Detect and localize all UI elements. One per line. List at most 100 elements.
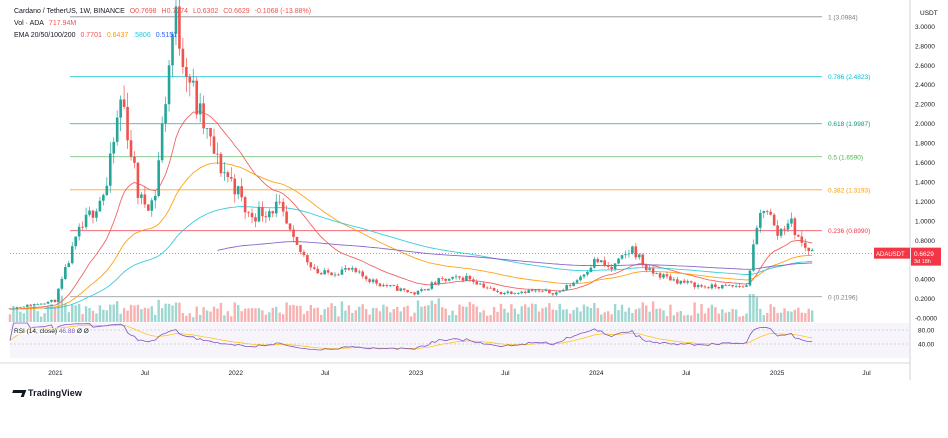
candle-body[interactable]	[613, 263, 617, 270]
candle-body[interactable]	[202, 103, 205, 129]
candle-body[interactable]	[596, 258, 600, 263]
candle-body[interactable]	[375, 279, 378, 284]
candle-body[interactable]	[478, 283, 482, 285]
candle-body[interactable]	[385, 285, 389, 287]
candle-body[interactable]	[323, 270, 326, 275]
candle-body[interactable]	[755, 227, 759, 245]
candle-body[interactable]	[676, 279, 679, 284]
candle-body[interactable]	[60, 278, 64, 289]
candle-body[interactable]	[268, 211, 271, 218]
candle-body[interactable]	[216, 153, 219, 155]
candle-body[interactable]	[129, 140, 133, 157]
candle-body[interactable]	[136, 162, 140, 198]
candle-body[interactable]	[727, 285, 731, 286]
candle-body[interactable]	[212, 136, 216, 154]
candle-body[interactable]	[655, 273, 658, 274]
candle-body[interactable]	[634, 246, 638, 258]
candle-body[interactable]	[250, 213, 254, 218]
candle-body[interactable]	[140, 194, 143, 198]
candle-body[interactable]	[257, 207, 261, 222]
candle-body[interactable]	[22, 306, 26, 308]
candle-body[interactable]	[344, 268, 347, 270]
candle-body[interactable]	[458, 276, 461, 278]
candle-body[interactable]	[98, 200, 102, 212]
candle-body[interactable]	[651, 268, 655, 274]
candle-body[interactable]	[427, 288, 430, 291]
candle-body[interactable]	[717, 287, 721, 289]
candle-body[interactable]	[599, 260, 603, 263]
candle-body[interactable]	[689, 281, 693, 283]
candle-body[interactable]	[638, 254, 641, 258]
candle-body[interactable]	[810, 249, 814, 252]
candle-body[interactable]	[513, 293, 517, 294]
candle-body[interactable]	[209, 128, 212, 137]
candle-body[interactable]	[143, 194, 147, 205]
candle-body[interactable]	[160, 123, 164, 161]
candle-body[interactable]	[783, 228, 786, 230]
candle-body[interactable]	[693, 282, 696, 288]
candle-body[interactable]	[330, 272, 333, 276]
candle-body[interactable]	[565, 285, 568, 290]
candle-body[interactable]	[606, 265, 610, 267]
candle-body[interactable]	[489, 287, 492, 289]
candle-body[interactable]	[440, 278, 444, 279]
candle-body[interactable]	[700, 285, 703, 287]
candle-body[interactable]	[575, 280, 579, 283]
candle-body[interactable]	[589, 267, 593, 272]
candle-body[interactable]	[731, 285, 734, 287]
candle-body[interactable]	[790, 218, 793, 224]
candle-body[interactable]	[157, 160, 160, 196]
candle-body[interactable]	[644, 264, 648, 271]
candle-body[interactable]	[793, 218, 797, 236]
candle-body[interactable]	[714, 284, 717, 288]
candle-body[interactable]	[15, 307, 19, 309]
candle-body[interactable]	[465, 275, 468, 281]
candle-body[interactable]	[503, 292, 506, 295]
candle-body[interactable]	[433, 282, 437, 285]
candle-body[interactable]	[340, 269, 344, 275]
candle-body[interactable]	[77, 226, 81, 237]
candle-body[interactable]	[506, 291, 510, 293]
candle-body[interactable]	[333, 274, 337, 276]
candle-body[interactable]	[243, 197, 247, 213]
candle-body[interactable]	[461, 277, 465, 281]
candle-body[interactable]	[762, 211, 766, 213]
candle-body[interactable]	[371, 279, 375, 282]
candle-body[interactable]	[707, 287, 710, 289]
candle-body[interactable]	[558, 291, 562, 293]
candle-body[interactable]	[672, 279, 676, 281]
candle-body[interactable]	[523, 291, 527, 293]
candle-body[interactable]	[803, 242, 807, 248]
candle-body[interactable]	[561, 289, 565, 292]
candle-body[interactable]	[610, 266, 613, 270]
candle-body[interactable]	[679, 280, 683, 284]
candle-body[interactable]	[555, 292, 558, 295]
candle-body[interactable]	[510, 291, 513, 294]
candle-body[interactable]	[236, 186, 240, 195]
candle-body[interactable]	[292, 229, 295, 237]
candle-body[interactable]	[534, 290, 537, 292]
ema-legend[interactable]: EMA 20/50/100/200 0.7701 0.6437 .5806 0.…	[14, 32, 180, 39]
candle-body[interactable]	[316, 268, 320, 274]
candle-body[interactable]	[779, 228, 783, 236]
tradingview-logo[interactable]: TradingView	[10, 388, 82, 398]
candle-body[interactable]	[734, 285, 738, 287]
candle-body[interactable]	[8, 308, 12, 310]
symbol-tag[interactable]	[874, 247, 910, 259]
candle-body[interactable]	[281, 201, 285, 212]
candle-body[interactable]	[29, 304, 33, 306]
candle-body[interactable]	[800, 236, 804, 243]
candle-body[interactable]	[354, 268, 358, 273]
candle-body[interactable]	[541, 290, 544, 292]
candle-body[interactable]	[568, 285, 572, 286]
candle-body[interactable]	[167, 65, 171, 105]
candle-body[interactable]	[181, 48, 185, 67]
candle-body[interactable]	[347, 268, 351, 270]
candle-body[interactable]	[105, 185, 109, 196]
candle-body[interactable]	[748, 270, 752, 286]
candle-body[interactable]	[641, 254, 645, 265]
candle-body[interactable]	[19, 306, 22, 308]
candle-body[interactable]	[720, 285, 724, 289]
candle-body[interactable]	[108, 153, 112, 186]
candle-body[interactable]	[413, 292, 416, 295]
